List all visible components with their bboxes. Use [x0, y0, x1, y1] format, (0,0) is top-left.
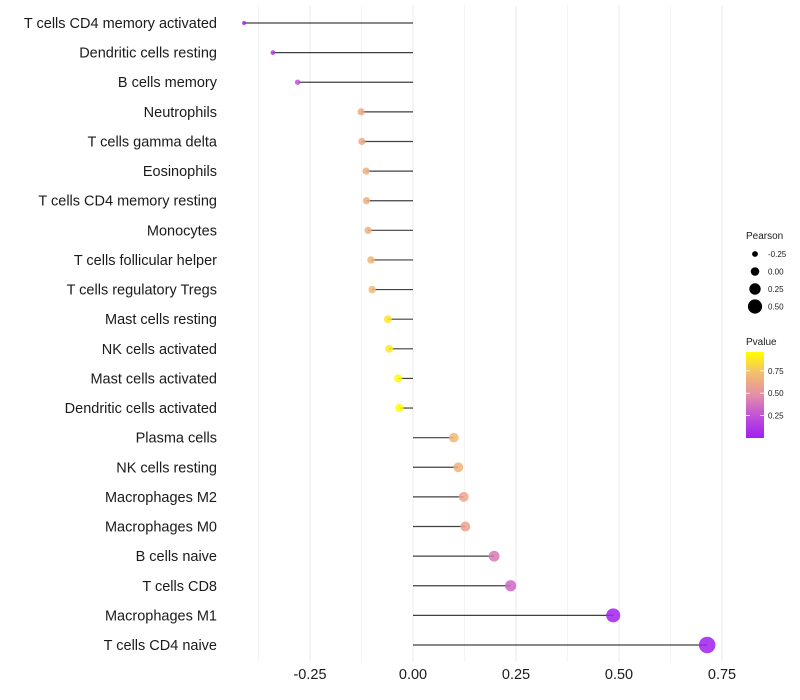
y-axis-label: T cells CD8	[142, 579, 217, 595]
data-point	[242, 21, 247, 25]
size-legend-key	[750, 267, 760, 276]
y-axis-label: Dendritic cells activated	[65, 401, 217, 417]
y-axis-label: NK cells resting	[116, 460, 217, 476]
color-legend-label: 0.50	[768, 389, 784, 398]
color-legend-label: 0.75	[768, 367, 784, 376]
data-point	[606, 608, 621, 623]
color-legend-label: 0.25	[768, 412, 784, 421]
y-axis-label: Mast cells activated	[90, 371, 217, 387]
y-axis-label: Macrophages M1	[105, 608, 217, 624]
data-point	[368, 285, 376, 294]
size-legend-label: 0.00	[768, 268, 784, 277]
y-axis-label: Dendritic cells resting	[79, 46, 217, 62]
y-axis-label: Mast cells resting	[105, 312, 217, 328]
data-point	[367, 256, 375, 264]
size-legend-key	[752, 251, 758, 257]
color-legend-bar	[746, 352, 764, 438]
data-point	[385, 344, 394, 353]
data-point	[357, 108, 365, 116]
grid-lines	[258, 5, 723, 662]
data-point	[698, 636, 716, 654]
y-axis-label: T cells regulatory Tregs	[67, 283, 217, 299]
x-tick-label: 0.50	[605, 667, 633, 683]
size-legend-key	[749, 283, 761, 295]
x-axis-ticks: -0.25 0.00 0.25 0.50 0.75	[293, 667, 736, 683]
y-axis-label: T cells CD4 memory activated	[24, 16, 217, 32]
data-point	[358, 137, 366, 146]
y-axis-label: Macrophages M0	[105, 520, 217, 536]
y-axis-label: T cells CD4 naive	[104, 638, 217, 654]
data-point	[458, 491, 469, 502]
y-axis-label: Eosinophils	[143, 164, 217, 180]
data-point	[460, 521, 471, 532]
y-axis-label: NK cells activated	[102, 342, 217, 358]
y-axis-label: Neutrophils	[144, 105, 217, 121]
size-legend-label: -0.25	[768, 250, 787, 259]
size-legend-title: Pearson	[746, 231, 783, 242]
data-point	[394, 374, 403, 383]
size-legend-key	[747, 299, 763, 314]
y-axis-label: B cells naive	[136, 549, 217, 565]
x-tick-label: 0.75	[708, 667, 736, 683]
x-tick-label: 0.00	[399, 667, 427, 683]
size-legend-label: 0.50	[768, 303, 784, 312]
y-axis-label: T cells gamma delta	[88, 134, 218, 150]
y-axis-label: B cells memory	[118, 75, 218, 91]
size-legend: -0.25 0.00 0.25 0.50	[747, 250, 787, 314]
y-axis-label: T cells follicular helper	[74, 253, 217, 269]
size-legend-label: 0.25	[768, 285, 784, 294]
y-axis-label: Monocytes	[147, 223, 217, 239]
x-tick-label: 0.25	[502, 667, 530, 683]
y-axis-labels: T cells CD4 memory activated Dendritic ce…	[24, 16, 218, 654]
data-point	[453, 462, 464, 473]
data-point	[270, 50, 276, 56]
data-point	[294, 79, 301, 85]
points	[242, 21, 716, 654]
data-point	[395, 403, 404, 413]
data-point	[364, 226, 372, 235]
data-point	[448, 432, 459, 443]
data-point	[362, 197, 371, 205]
color-legend-title: Pvalue	[746, 337, 777, 348]
y-axis-label: T cells CD4 memory resting	[38, 194, 217, 210]
data-point	[383, 315, 392, 324]
data-point	[488, 550, 500, 562]
stems	[244, 22, 708, 646]
y-axis-label: Macrophages M2	[105, 490, 217, 506]
data-point	[362, 167, 370, 175]
x-tick-label: -0.25	[293, 667, 326, 683]
y-axis-label: Plasma cells	[136, 431, 217, 447]
color-legend-ticks: 0.75 0.50 0.25	[746, 367, 784, 421]
legend: Pearson -0.25 0.00 0.25 0.50 Pvalue 0.75 0.5…	[746, 231, 787, 438]
data-point	[505, 580, 517, 592]
